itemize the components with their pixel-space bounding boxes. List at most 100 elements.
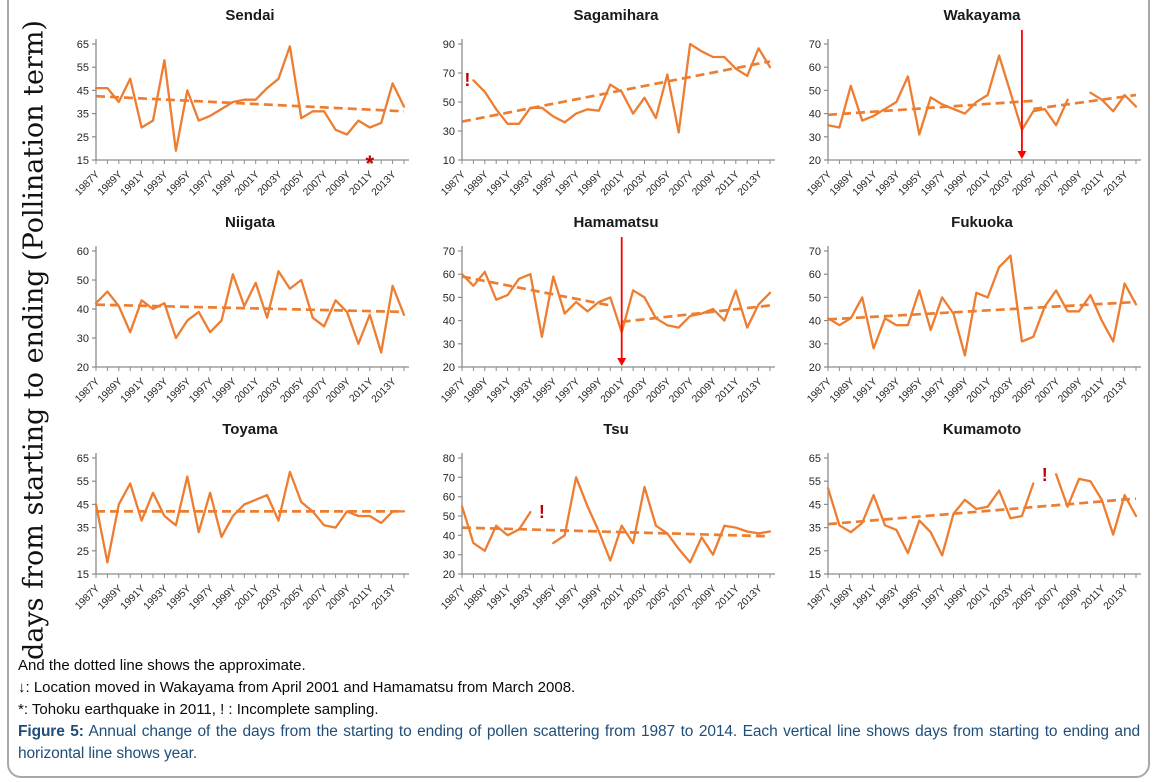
svg-text:70: 70: [809, 39, 821, 51]
svg-text:2003Y: 2003Y: [988, 169, 1017, 198]
svg-text:Wakayama: Wakayama: [944, 7, 1022, 24]
svg-text:1993Y: 1993Y: [508, 169, 537, 198]
svg-text:65: 65: [77, 39, 89, 51]
svg-text:1993Y: 1993Y: [142, 376, 171, 405]
svg-text:60: 60: [443, 492, 455, 504]
svg-text:1991Y: 1991Y: [119, 583, 148, 612]
svg-text:1999Y: 1999Y: [210, 376, 239, 405]
svg-text:1987Y: 1987Y: [439, 376, 468, 405]
svg-text:1999Y: 1999Y: [210, 169, 239, 198]
svg-text:1997Y: 1997Y: [919, 583, 948, 612]
svg-text:1993Y: 1993Y: [874, 583, 903, 612]
note-symbols: *: Tohoku earthquake in 2011, ! : Incomp…: [18, 700, 379, 718]
svg-text:1993Y: 1993Y: [508, 583, 537, 612]
svg-text:40: 40: [809, 316, 821, 328]
svg-text:1999Y: 1999Y: [576, 376, 605, 405]
svg-text:2003Y: 2003Y: [622, 583, 651, 612]
svg-text:1995Y: 1995Y: [897, 376, 926, 405]
svg-text:40: 40: [809, 109, 821, 121]
svg-text:Tsu: Tsu: [603, 421, 629, 438]
svg-text:1997Y: 1997Y: [553, 583, 582, 612]
svg-text:35: 35: [77, 109, 89, 121]
svg-text:1995Y: 1995Y: [531, 169, 560, 198]
svg-text:2001Y: 2001Y: [233, 583, 262, 612]
svg-text:60: 60: [809, 62, 821, 74]
svg-text:1989Y: 1989Y: [462, 583, 491, 612]
svg-text:2009Y: 2009Y: [324, 169, 353, 198]
svg-text:2005Y: 2005Y: [1011, 169, 1040, 198]
svg-text:2013Y: 2013Y: [736, 169, 765, 198]
svg-text:Hamamatsu: Hamamatsu: [573, 214, 658, 231]
svg-text:45: 45: [809, 499, 821, 511]
svg-text:30: 30: [809, 132, 821, 144]
svg-text:2007Y: 2007Y: [1033, 583, 1062, 612]
svg-text:20: 20: [443, 362, 455, 374]
svg-text:2007Y: 2007Y: [1033, 376, 1062, 405]
svg-text:30: 30: [77, 333, 89, 345]
svg-text:1989Y: 1989Y: [828, 583, 857, 612]
svg-text:1999Y: 1999Y: [942, 376, 971, 405]
svg-text:1987Y: 1987Y: [805, 583, 834, 612]
svg-text:30: 30: [443, 126, 455, 138]
svg-text:2013Y: 2013Y: [736, 583, 765, 612]
chart-svg-fukuoka: Fukuoka2030405060701987Y1989Y1991Y1993Y1…: [805, 214, 1141, 405]
svg-text:2003Y: 2003Y: [622, 376, 651, 405]
svg-text:50: 50: [443, 97, 455, 109]
figure-caption: Figure 5: Annual change of the days from…: [18, 721, 1140, 765]
svg-text:2001Y: 2001Y: [599, 376, 628, 405]
svg-text:Fukuoka: Fukuoka: [951, 214, 1013, 231]
svg-text:2001Y: 2001Y: [965, 376, 994, 405]
svg-text:2001Y: 2001Y: [599, 169, 628, 198]
svg-text:80: 80: [443, 453, 455, 465]
svg-text:1991Y: 1991Y: [485, 169, 514, 198]
svg-text:1987Y: 1987Y: [439, 169, 468, 198]
svg-text:1993Y: 1993Y: [874, 376, 903, 405]
svg-text:20: 20: [809, 155, 821, 167]
svg-text:60: 60: [809, 269, 821, 281]
svg-text:1997Y: 1997Y: [553, 169, 582, 198]
svg-text:2013Y: 2013Y: [370, 169, 399, 198]
y-axis-label: days from starting to ending (Pollinatio…: [18, 20, 50, 660]
svg-text:1991Y: 1991Y: [485, 376, 514, 405]
svg-text:2009Y: 2009Y: [324, 583, 353, 612]
svg-text:1999Y: 1999Y: [576, 169, 605, 198]
svg-text:!: !: [464, 70, 470, 90]
svg-text:1999Y: 1999Y: [210, 583, 239, 612]
chart-hamamatsu: Hamamatsu 20 30 40 50 60 70 1987Y 1989Y 1991Y 1993…: [416, 207, 782, 414]
svg-text:1999Y: 1999Y: [942, 583, 971, 612]
svg-text:2005Y: 2005Y: [645, 376, 674, 405]
svg-text:Kumamoto: Kumamoto: [943, 421, 1021, 438]
svg-text:1989Y: 1989Y: [828, 376, 857, 405]
svg-text:50: 50: [809, 85, 821, 97]
svg-text:70: 70: [443, 246, 455, 258]
svg-text:30: 30: [443, 550, 455, 562]
svg-text:2007Y: 2007Y: [667, 376, 696, 405]
svg-text:2001Y: 2001Y: [599, 583, 628, 612]
svg-text:50: 50: [77, 275, 89, 287]
svg-text:1999Y: 1999Y: [576, 583, 605, 612]
svg-text:2003Y: 2003Y: [988, 583, 1017, 612]
figure-notes: And the dotted line shows the approximat…: [18, 655, 1128, 720]
svg-text:2003Y: 2003Y: [988, 376, 1017, 405]
svg-text:65: 65: [809, 453, 821, 465]
svg-text:25: 25: [77, 132, 89, 144]
svg-text:2005Y: 2005Y: [1011, 376, 1040, 405]
chart-sagamihara: Sagamihara 10 30 50 70 90 1987Y 1989Y 1991Y 1993Y…: [416, 0, 782, 207]
svg-text:35: 35: [809, 523, 821, 535]
svg-text:10: 10: [443, 155, 455, 167]
svg-text:1993Y: 1993Y: [874, 169, 903, 198]
svg-text:Niigata: Niigata: [225, 214, 276, 231]
svg-text:1989Y: 1989Y: [96, 376, 125, 405]
svg-text:1995Y: 1995Y: [531, 583, 560, 612]
svg-text:1997Y: 1997Y: [919, 169, 948, 198]
svg-text:2005Y: 2005Y: [645, 583, 674, 612]
svg-text:35: 35: [77, 523, 89, 535]
chart-svg-niigata: Niigata20304050601987Y1989Y1991Y1993Y199…: [73, 214, 409, 405]
svg-text:2007Y: 2007Y: [301, 583, 330, 612]
svg-text:55: 55: [77, 476, 89, 488]
chart-fukuoka: Fukuoka 20 30 40 50 60 70 1987Y 1989Y 1991Y 1993Y 1…: [782, 207, 1148, 414]
svg-text:20: 20: [443, 569, 455, 581]
svg-text:1991Y: 1991Y: [851, 169, 880, 198]
chart-sendai: Sendai 15 25 35 45 55 65 1987Y 1989Y 1991Y 1993Y 19…: [50, 0, 416, 207]
